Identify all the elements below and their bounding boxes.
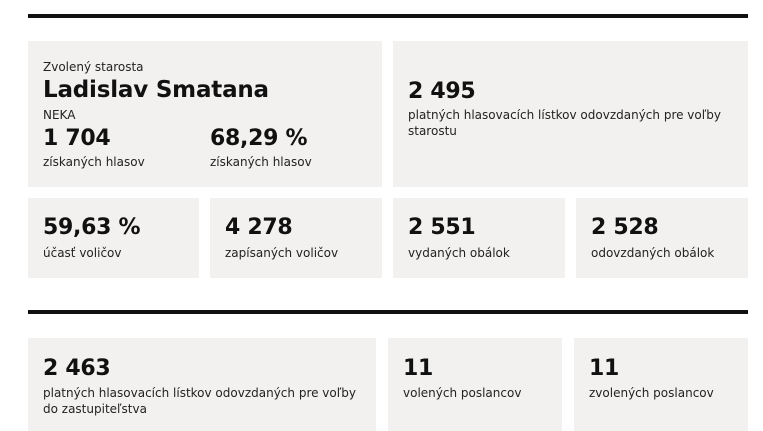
submitted-label: odovzdaných obálok [591,246,715,260]
valid-council-ballots-label: platných hlasovacích lístkov odovzdaných… [43,386,356,416]
issued-card: 2 551 vydaných obálok [393,198,565,278]
valid-mayor-ballots-value: 2 495 [408,79,476,104]
valid-mayor-ballots-label: platných hlasovacích lístkov odovzdaných… [408,108,721,138]
mayor-votes: 1 704 [43,126,111,151]
valid-mayor-ballots-card: 2 495 platných hlasovacích lístkov odovz… [393,41,748,187]
submitted-value: 2 528 [591,215,659,240]
members-elected-label: zvolených poslancov [589,386,714,400]
members-elected-card: 11 zvolených poslancov [574,338,748,431]
registered-label: zapísaných voličov [225,246,339,260]
middle-divider [28,310,748,314]
registered-card: 4 278 zapísaných voličov [210,198,382,278]
turnout-value: 59,63 % [43,215,141,240]
members-elected-value: 11 [589,356,620,381]
seats-elected-label: volených poslancov [403,386,522,400]
registered-value: 4 278 [225,215,293,240]
mayor-party: NEKA [43,108,76,122]
mayor-percent-label: získaných hlasov [210,155,312,169]
submitted-card: 2 528 odovzdaných obálok [576,198,748,278]
mayor-heading: Zvolený starosta [43,60,144,74]
mayor-percent: 68,29 % [210,126,308,151]
seats-elected-card: 11 volených poslancov [388,338,562,431]
valid-council-ballots-value: 2 463 [43,356,111,381]
turnout-card: 59,63 % účasť voličov [28,198,199,278]
mayor-name: Ladislav Smatana [43,77,269,103]
seats-elected-value: 11 [403,356,434,381]
top-divider [28,14,748,18]
valid-council-ballots-card: 2 463 platných hlasovacích lístkov odovz… [28,338,376,431]
mayor-card: Zvolený starosta Ladislav Smatana NEKA 1… [28,41,382,187]
turnout-label: účasť voličov [43,246,122,260]
mayor-votes-label: získaných hlasov [43,155,145,169]
issued-label: vydaných obálok [408,246,510,260]
issued-value: 2 551 [408,215,476,240]
